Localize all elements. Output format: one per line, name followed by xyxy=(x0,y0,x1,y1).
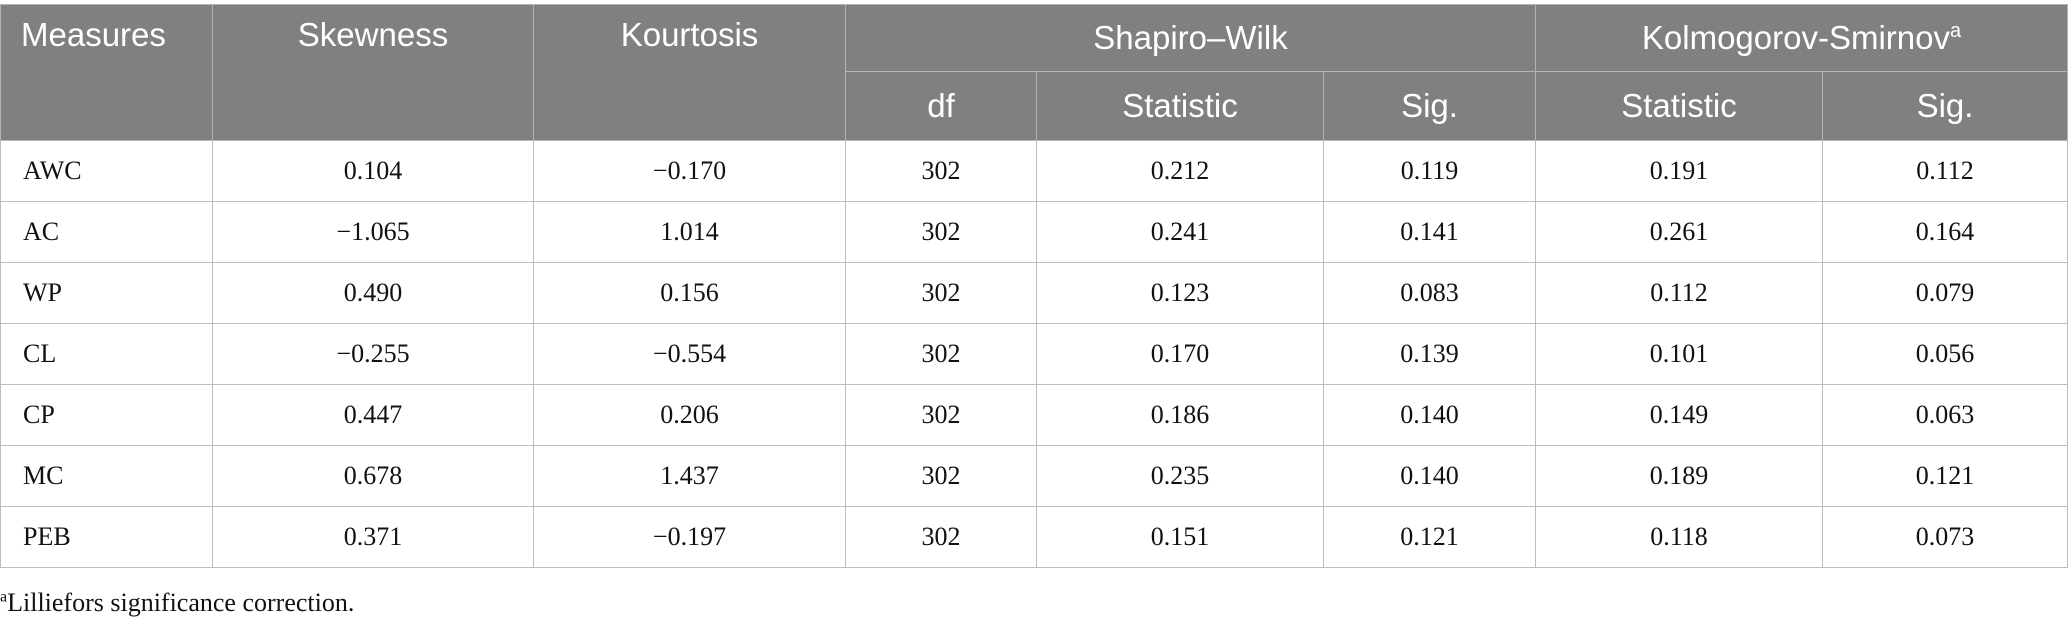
cell-sw-sig: 0.141 xyxy=(1323,201,1536,263)
table-footnote: aLilliefors significance correction. xyxy=(0,588,354,618)
normality-table: Measures Skewness Kourtosis Shapiro–Wilk… xyxy=(0,4,2068,568)
cell-skewness: 0.678 xyxy=(212,445,534,507)
cell-sw-statistic: 0.235 xyxy=(1036,445,1324,507)
cell-kurtosis: −0.554 xyxy=(533,323,846,385)
header-ks-statistic: Statistic xyxy=(1535,71,1823,141)
cell-kurtosis: −0.170 xyxy=(533,140,846,202)
cell-ks-statistic: 0.149 xyxy=(1535,384,1823,446)
table-row: AWC 0.104 −0.170 302 0.212 0.119 0.191 0… xyxy=(0,140,2068,202)
cell-kurtosis: 0.156 xyxy=(533,262,846,324)
cell-skewness: 0.104 xyxy=(212,140,534,202)
table-row: AC −1.065 1.014 302 0.241 0.141 0.261 0.… xyxy=(0,201,2068,263)
cell-ks-statistic: 0.118 xyxy=(1535,506,1823,568)
cell-ks-statistic: 0.191 xyxy=(1535,140,1823,202)
cell-sw-statistic: 0.186 xyxy=(1036,384,1324,446)
header-shapiro-wilk: Shapiro–Wilk xyxy=(845,4,1536,72)
cell-df: 302 xyxy=(845,445,1037,507)
cell-df: 302 xyxy=(845,201,1037,263)
cell-ks-statistic: 0.101 xyxy=(1535,323,1823,385)
cell-sw-statistic: 0.241 xyxy=(1036,201,1324,263)
cell-ks-statistic: 0.261 xyxy=(1535,201,1823,263)
cell-measure: WP xyxy=(0,262,213,324)
cell-sw-statistic: 0.212 xyxy=(1036,140,1324,202)
cell-sw-statistic: 0.123 xyxy=(1036,262,1324,324)
cell-sw-statistic: 0.151 xyxy=(1036,506,1324,568)
cell-sw-sig: 0.139 xyxy=(1323,323,1536,385)
table-row: CP 0.447 0.206 302 0.186 0.140 0.149 0.0… xyxy=(0,384,2068,446)
cell-ks-sig: 0.164 xyxy=(1821,201,2068,263)
cell-ks-statistic: 0.112 xyxy=(1535,262,1823,324)
cell-sw-sig: 0.121 xyxy=(1323,506,1536,568)
cell-kurtosis: −0.197 xyxy=(533,506,846,568)
table-row: PEB 0.371 −0.197 302 0.151 0.121 0.118 0… xyxy=(0,506,2068,568)
header-kolmogorov-smirnov: Kolmogorov-Smirnova xyxy=(1534,4,2068,72)
cell-skewness: 0.490 xyxy=(212,262,534,324)
footnote-text: Lilliefors significance correction. xyxy=(7,588,355,617)
cell-ks-sig: 0.121 xyxy=(1821,445,2068,507)
cell-ks-sig: 0.112 xyxy=(1821,140,2068,202)
cell-sw-statistic: 0.170 xyxy=(1036,323,1324,385)
header-sw-statistic: Statistic xyxy=(1036,71,1324,141)
footnote-marker: a xyxy=(0,588,8,606)
cell-sw-sig: 0.140 xyxy=(1323,445,1536,507)
table-header: Measures Skewness Kourtosis Shapiro–Wilk… xyxy=(0,4,2068,141)
cell-measure: AC xyxy=(0,201,213,263)
cell-df: 302 xyxy=(845,323,1037,385)
cell-ks-sig: 0.063 xyxy=(1821,384,2068,446)
cell-measure: CP xyxy=(0,384,213,446)
cell-ks-statistic: 0.189 xyxy=(1535,445,1823,507)
normality-table-container: Measures Skewness Kourtosis Shapiro–Wilk… xyxy=(0,4,2068,568)
table-body: AWC 0.104 −0.170 302 0.212 0.119 0.191 0… xyxy=(0,140,2068,568)
cell-df: 302 xyxy=(845,506,1037,568)
cell-df: 302 xyxy=(845,262,1037,324)
cell-skewness: −0.255 xyxy=(212,323,534,385)
table-row: MC 0.678 1.437 302 0.235 0.140 0.189 0.1… xyxy=(0,445,2068,507)
cell-skewness: 0.371 xyxy=(212,506,534,568)
header-sw-sig: Sig. xyxy=(1323,71,1536,141)
header-kurtosis: Kourtosis xyxy=(533,4,846,141)
cell-ks-sig: 0.079 xyxy=(1821,262,2068,324)
cell-measure: MC xyxy=(0,445,213,507)
cell-df: 302 xyxy=(845,384,1037,446)
cell-sw-sig: 0.140 xyxy=(1323,384,1536,446)
cell-kurtosis: 0.206 xyxy=(533,384,846,446)
header-ks-sig: Sig. xyxy=(1821,71,2068,141)
cell-skewness: −1.065 xyxy=(212,201,534,263)
cell-ks-sig: 0.073 xyxy=(1821,506,2068,568)
header-df: df xyxy=(845,71,1037,141)
header-kolmogorov-label: Kolmogorov-Smirnov xyxy=(1641,19,1950,56)
cell-measure: CL xyxy=(0,323,213,385)
cell-sw-sig: 0.119 xyxy=(1323,140,1536,202)
footnote-marker-header: a xyxy=(1950,20,1962,42)
cell-ks-sig: 0.056 xyxy=(1821,323,2068,385)
table-row: CL −0.255 −0.554 302 0.170 0.139 0.101 0… xyxy=(0,323,2068,385)
cell-kurtosis: 1.437 xyxy=(533,445,846,507)
cell-kurtosis: 1.014 xyxy=(533,201,846,263)
header-measures: Measures xyxy=(0,4,213,141)
header-skewness: Skewness xyxy=(212,4,534,141)
table-row: WP 0.490 0.156 302 0.123 0.083 0.112 0.0… xyxy=(0,262,2068,324)
cell-measure: AWC xyxy=(0,140,213,202)
cell-df: 302 xyxy=(845,140,1037,202)
cell-measure: PEB xyxy=(0,506,213,568)
cell-sw-sig: 0.083 xyxy=(1323,262,1536,324)
cell-skewness: 0.447 xyxy=(212,384,534,446)
